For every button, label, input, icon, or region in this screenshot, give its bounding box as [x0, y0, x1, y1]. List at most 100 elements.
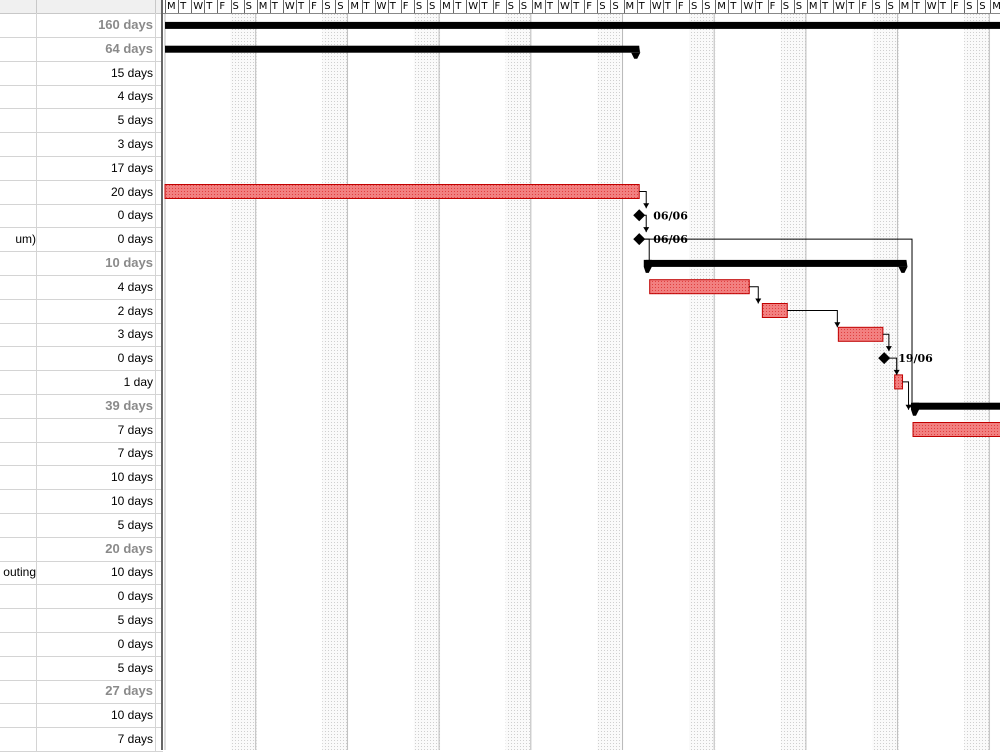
task-row[interactable]: 0 days — [0, 346, 163, 372]
duration-cell[interactable]: 0 days — [37, 227, 156, 252]
gantt-svg[interactable]: 06/06 06/06 19/06 — [163, 14, 1000, 750]
duration-cell[interactable]: 5 days — [37, 608, 156, 632]
duration-cell[interactable]: 0 days — [37, 584, 156, 609]
duration-cell[interactable]: 0 days — [37, 203, 156, 228]
duration-cell[interactable]: 0 days — [37, 631, 156, 656]
pane-splitter[interactable] — [161, 0, 163, 750]
task-row[interactable]: 10 days — [0, 703, 163, 729]
task-name-cell[interactable] — [0, 703, 37, 728]
duration-cell[interactable]: 3 days — [37, 322, 156, 347]
duration-cell[interactable]: 10 days — [37, 489, 156, 513]
task-row[interactable]: 3 days — [0, 322, 163, 348]
task-row[interactable]: 3 days — [0, 132, 163, 157]
task-row[interactable]: 4 days — [0, 274, 163, 300]
summary-task-row[interactable]: 10 days — [0, 251, 163, 276]
duration-cell[interactable]: 7 days — [37, 441, 156, 466]
task-name-cell[interactable] — [0, 108, 37, 133]
task-name-cell[interactable] — [0, 441, 37, 466]
task-name-cell[interactable] — [0, 322, 37, 347]
task-name-cell[interactable] — [0, 370, 37, 394]
task-name-column-header[interactable] — [0, 0, 37, 13]
task-name-cell[interactable] — [0, 251, 37, 275]
task-name-cell[interactable] — [0, 13, 37, 37]
task-name-cell[interactable] — [0, 655, 37, 680]
task-name-cell[interactable] — [0, 203, 37, 228]
duration-cell[interactable]: 1 day — [37, 370, 156, 394]
task-name-cell[interactable] — [0, 608, 37, 632]
task-name-cell[interactable] — [0, 298, 37, 323]
task-name-cell[interactable] — [0, 84, 37, 109]
task-row[interactable]: 5 days — [0, 512, 163, 538]
timescale-day: T — [846, 0, 860, 13]
task-name-cell[interactable] — [0, 60, 37, 85]
task-row[interactable]: 4 days — [0, 84, 163, 110]
duration-cell[interactable]: 2 days — [37, 298, 156, 323]
task-row[interactable]: 10 days — [0, 489, 163, 514]
task-row[interactable]: 0 days — [0, 203, 163, 229]
duration-cell[interactable]: 3 days — [37, 132, 156, 156]
gantt-chart[interactable]: 06/06 06/06 19/06 — [163, 14, 1000, 750]
task-name-cell[interactable] — [0, 489, 37, 513]
task-row[interactable]: um) 0 days — [0, 227, 163, 253]
duration-value: 64 days — [105, 40, 153, 56]
duration-cell[interactable]: 39 days — [37, 393, 156, 418]
task-name-cell[interactable] — [0, 155, 37, 180]
task-name-cell[interactable] — [0, 536, 37, 561]
summary-task-row[interactable]: 64 days — [0, 36, 163, 62]
task-row[interactable]: 7 days — [0, 417, 163, 443]
task-name-cell[interactable] — [0, 512, 37, 537]
task-name-cell[interactable] — [0, 727, 37, 751]
duration-cell[interactable]: 4 days — [37, 274, 156, 299]
task-row[interactable]: 17 days — [0, 155, 163, 181]
task-row[interactable]: 10 days — [0, 465, 163, 491]
duration-cell[interactable]: 20 days — [37, 536, 156, 561]
task-row[interactable]: outing 10 days — [0, 560, 163, 586]
duration-cell[interactable]: 20 days — [37, 179, 156, 204]
task-row[interactable]: 0 days — [0, 584, 163, 610]
task-row[interactable]: 15 days — [0, 60, 163, 86]
duration-cell[interactable]: 0 days — [37, 346, 156, 371]
task-name-cell[interactable] — [0, 417, 37, 442]
task-name-cell[interactable]: outing — [0, 560, 37, 585]
task-name-cell[interactable] — [0, 584, 37, 609]
task-name-cell[interactable] — [0, 679, 37, 704]
duration-cell[interactable]: 5 days — [37, 512, 156, 537]
task-name-cell[interactable] — [0, 274, 37, 299]
summary-task-row[interactable]: 160 days — [0, 13, 163, 38]
task-name-cell[interactable] — [0, 36, 37, 61]
task-row[interactable]: 5 days — [0, 108, 163, 134]
duration-cell[interactable]: 7 days — [37, 727, 156, 751]
task-name-cell[interactable] — [0, 132, 37, 156]
duration-cell[interactable]: 17 days — [37, 155, 156, 180]
duration-cell[interactable]: 160 days — [37, 13, 156, 37]
task-row[interactable]: 7 days — [0, 727, 163, 752]
task-name-cell[interactable] — [0, 393, 37, 418]
task-name-cell[interactable] — [0, 631, 37, 656]
duration-cell[interactable]: 4 days — [37, 84, 156, 109]
task-row[interactable]: 1 day — [0, 370, 163, 395]
duration-column-header[interactable] — [37, 0, 156, 13]
duration-cell[interactable]: 5 days — [37, 655, 156, 680]
task-row[interactable]: 5 days — [0, 655, 163, 681]
task-name-cell[interactable] — [0, 465, 37, 490]
duration-cell[interactable]: 5 days — [37, 108, 156, 133]
task-name-cell[interactable]: um) — [0, 227, 37, 252]
summary-task-row[interactable]: 20 days — [0, 536, 163, 562]
duration-cell[interactable]: 10 days — [37, 251, 156, 275]
task-row[interactable]: 20 days — [0, 179, 163, 205]
task-name-cell[interactable] — [0, 346, 37, 371]
task-name-cell[interactable] — [0, 179, 37, 204]
duration-cell[interactable]: 10 days — [37, 703, 156, 728]
duration-cell[interactable]: 10 days — [37, 560, 156, 585]
task-row[interactable]: 2 days — [0, 298, 163, 324]
task-row[interactable]: 0 days — [0, 631, 163, 657]
summary-task-row[interactable]: 39 days — [0, 393, 163, 419]
task-row[interactable]: 7 days — [0, 441, 163, 467]
task-row[interactable]: 5 days — [0, 608, 163, 633]
duration-cell[interactable]: 15 days — [37, 60, 156, 85]
summary-task-row[interactable]: 27 days — [0, 679, 163, 705]
duration-cell[interactable]: 27 days — [37, 679, 156, 704]
duration-cell[interactable]: 10 days — [37, 465, 156, 490]
duration-cell[interactable]: 7 days — [37, 417, 156, 442]
duration-cell[interactable]: 64 days — [37, 36, 156, 61]
